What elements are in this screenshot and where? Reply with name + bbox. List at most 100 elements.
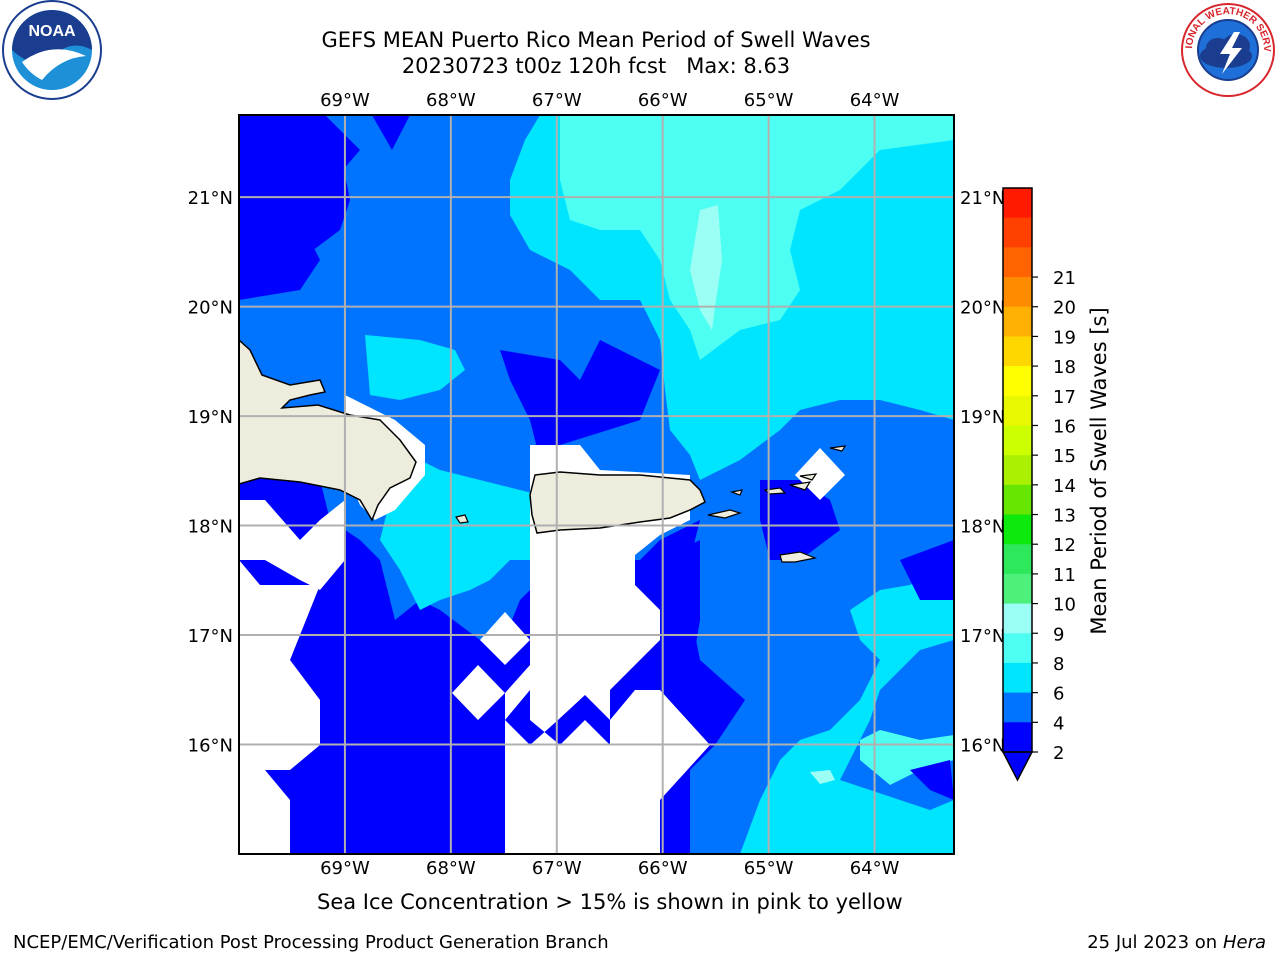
colorbar-segment [1003, 306, 1032, 337]
lon-tick-label: 67°W [532, 858, 582, 879]
colorbar-frame [1002, 187, 1033, 753]
footer-date-text: 25 Jul 2023 on [1087, 932, 1218, 953]
colorbar-tick-label: 14 [1053, 476, 1076, 497]
lon-tick-label: 69°W [320, 90, 370, 111]
lat-tick-label: 18°N [960, 517, 1005, 538]
lon-tick-label: 69°W [320, 858, 370, 879]
colorbar-tick-label: 6 [1053, 684, 1064, 705]
colorbar-tick-label: 19 [1053, 327, 1076, 348]
swell-band-under-2 [900, 540, 954, 600]
colorbar-segment [1003, 425, 1032, 456]
colorbar-tick-label: 17 [1053, 387, 1076, 408]
footer-machine: Hera [1222, 932, 1266, 953]
swell-band-4-6 [365, 335, 465, 400]
swell-band-4-6 [380, 450, 560, 610]
lon-tick-label: 65°W [744, 858, 794, 879]
colorbar-tick-label: 15 [1053, 446, 1076, 467]
land-vieques [707, 509, 742, 519]
noaa-logo-icon: NOAA [2, 0, 102, 100]
lat-labels-right: 21°N 20°N 19°N 18°N 17°N 16°N [960, 188, 1005, 756]
lon-tick-label: 68°W [426, 858, 476, 879]
lat-tick-label: 21°N [960, 188, 1005, 209]
colorbar-segment [1003, 573, 1032, 605]
lat-tick-label: 20°N [188, 298, 233, 319]
lat-tick-label: 17°N [188, 626, 233, 647]
lon-tick-label: 66°W [638, 858, 688, 879]
map-frame [238, 114, 955, 855]
lon-tick-label: 68°W [426, 90, 476, 111]
lon-tick-label: 66°W [638, 90, 688, 111]
colorbar-tick-label: 4 [1053, 713, 1064, 734]
land-virgin-islands [729, 473, 818, 496]
colorbar-segment [1003, 217, 1032, 248]
colorbar-segment [1003, 247, 1032, 278]
no-data-region [239, 500, 345, 590]
colorbar-tick-label: 10 [1053, 595, 1076, 616]
colorbar-segment [1003, 277, 1032, 308]
swell-band-8-9 [810, 770, 835, 784]
gridlines [239, 115, 954, 854]
colorbar-tick-label: 8 [1053, 654, 1064, 675]
lon-tick-label: 64°W [850, 90, 900, 111]
lat-labels-left: 21°N 20°N 19°N 18°N 17°N 16°N [188, 188, 233, 756]
no-data-region [452, 665, 505, 720]
lat-tick-label: 16°N [960, 736, 1005, 757]
colorbar-segment [1003, 366, 1032, 397]
lon-tick-label: 65°W [744, 90, 794, 111]
colorbar-segment [1003, 484, 1032, 516]
colorbar-tick-label: 18 [1053, 357, 1076, 378]
chart-subtitle: 20230723 t00z 120h fcst Max: 8.63 [401, 54, 791, 78]
lat-tick-label: 16°N [188, 736, 233, 757]
colorbar-segment [1003, 603, 1032, 634]
footer-date: 25 Jul 2023 on Hera [1087, 932, 1266, 953]
lon-labels-top: 69°W 68°W 67°W 66°W 65°W 64°W [320, 90, 900, 111]
lat-tick-label: 19°N [188, 407, 233, 428]
colorbar-tick-label: 11 [1053, 565, 1076, 586]
chart-title: GEFS MEAN Puerto Rico Mean Period of Swe… [321, 28, 871, 52]
noaa-logo-text: NOAA [28, 23, 76, 40]
colorbar-segment [1003, 544, 1032, 575]
colorbar-segment [1003, 455, 1032, 486]
lat-tick-label: 19°N [960, 407, 1005, 428]
swell-band-under-2 [500, 340, 660, 460]
colorbar-segment [1003, 514, 1032, 545]
nws-logo-icon: NATIONAL WEATHER SERVICE [1176, 2, 1275, 97]
colorbar-tick-label: 21 [1053, 268, 1076, 289]
colorbar-under-extension [1001, 751, 1034, 782]
swell-band-6-8 [560, 115, 954, 360]
colorbar-label: Mean Period of Swell Waves [s] [1087, 307, 1111, 634]
colorbar-tick-label: 16 [1053, 416, 1076, 437]
swell-band-under-2 [910, 760, 954, 800]
lon-tick-label: 67°W [532, 90, 582, 111]
colorbar-tick-label: 9 [1053, 624, 1064, 645]
land-puerto-rico [529, 471, 706, 534]
lat-tick-label: 21°N [188, 188, 233, 209]
lon-labels-bottom: 69°W 68°W 67°W 66°W 65°W 64°W [320, 858, 900, 879]
colorbar-tick-label: 12 [1053, 535, 1076, 556]
colorbar-tick-label: 2 [1053, 743, 1064, 764]
colorbar: 2 4 6 8 9 10 11 12 13 14 15 16 17 18 19 20 21 [1001, 187, 1076, 782]
colorbar-segment [1003, 692, 1032, 723]
no-data-region [480, 612, 530, 665]
lat-tick-label: 17°N [960, 626, 1005, 647]
colorbar-tick-label: 20 [1053, 298, 1076, 319]
footer-credit: NCEP/EMC/Verification Post Processing Pr… [13, 932, 609, 953]
colorbar-tick-label: 13 [1053, 506, 1076, 527]
colorbar-segment [1003, 722, 1032, 753]
land-anguilla [829, 445, 847, 452]
no-data-region [239, 560, 320, 854]
land-hispaniola [239, 338, 417, 522]
colorbar-segment [1003, 633, 1032, 664]
colorbar-segment [1003, 188, 1032, 219]
lat-tick-label: 18°N [188, 517, 233, 538]
swell-band-4-6 [740, 560, 954, 854]
sea-ice-note: Sea Ice Concentration > 15% is shown in … [317, 890, 903, 914]
colorbar-segment [1003, 395, 1032, 426]
land-st-croix [779, 551, 818, 563]
no-data-region [505, 720, 530, 800]
colorbar-segment [1003, 662, 1032, 694]
lon-tick-label: 64°W [850, 858, 900, 879]
swell-band-under-2 [239, 560, 560, 854]
lat-tick-label: 20°N [960, 298, 1005, 319]
